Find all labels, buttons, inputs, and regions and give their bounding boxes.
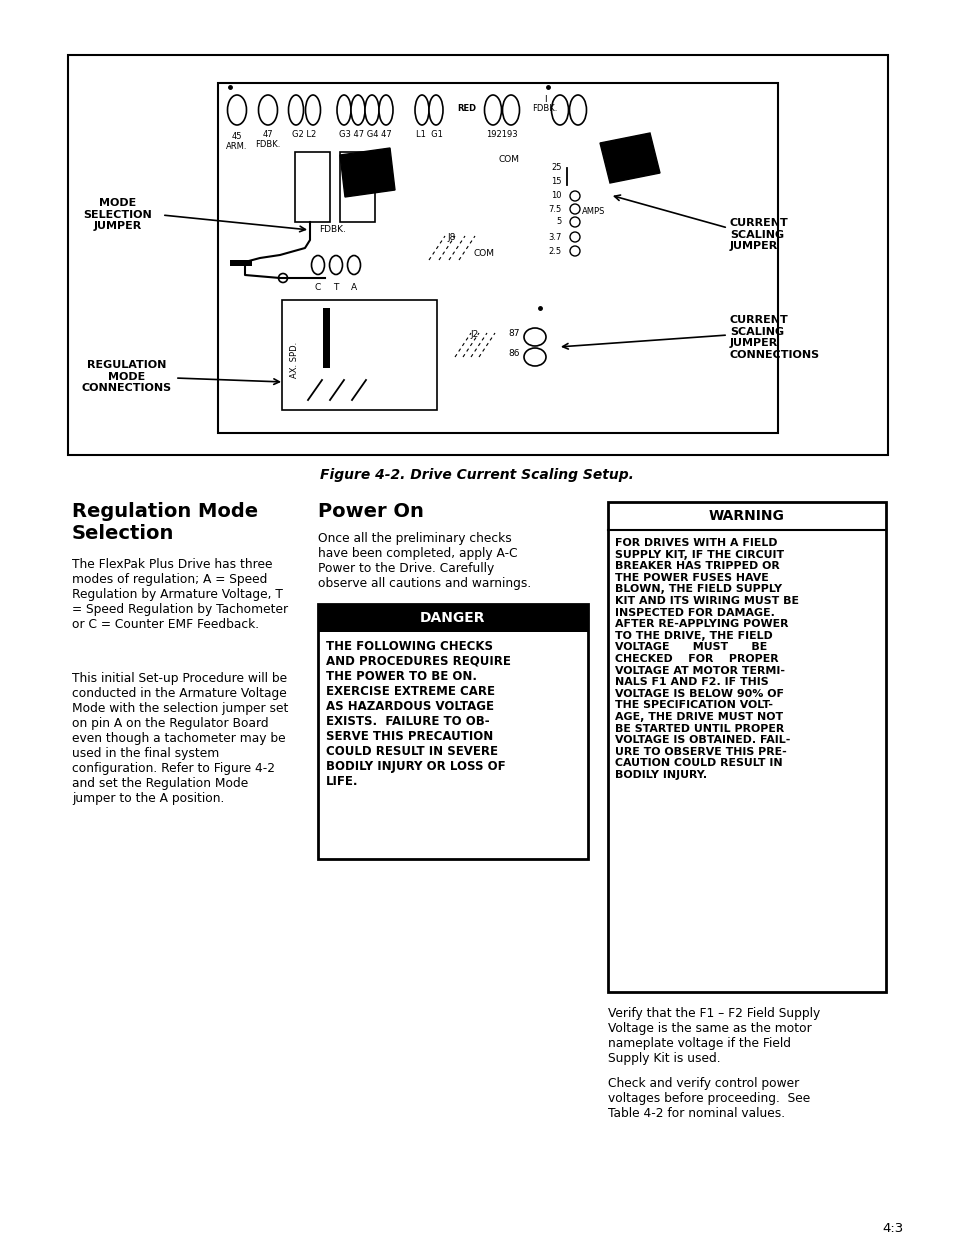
Bar [317,604,587,860]
Text: 15: 15 [551,178,561,186]
Text: J8: J8 [447,233,456,242]
Circle shape [569,246,579,256]
Ellipse shape [347,256,360,274]
Circle shape [569,204,579,214]
Bar [282,300,436,410]
Text: WARNING: WARNING [708,509,784,522]
Ellipse shape [523,348,545,366]
Text: T: T [333,283,338,291]
Text: A: A [351,283,356,291]
Polygon shape [599,133,659,183]
Ellipse shape [336,95,351,125]
Text: J2: J2 [471,330,478,338]
Text: 86: 86 [508,350,519,358]
Text: 192193: 192193 [486,130,517,140]
Text: 25: 25 [551,163,561,173]
Polygon shape [339,148,395,198]
Bar [339,152,375,222]
Text: RED: RED [456,104,476,112]
Bar [294,152,330,222]
Ellipse shape [378,95,393,125]
Text: Regulation Mode
Selection: Regulation Mode Selection [71,501,258,543]
Text: FDBK.: FDBK. [319,225,346,233]
Text: CURRENT
SCALING
JUMPER: CURRENT SCALING JUMPER [729,219,788,251]
Text: COM: COM [474,248,495,258]
Bar [317,604,587,632]
Text: Power On: Power On [317,501,423,521]
Text: COM: COM [498,156,519,164]
Circle shape [569,232,579,242]
Text: G3 47 G4 47: G3 47 G4 47 [338,130,391,140]
Ellipse shape [312,256,324,274]
Ellipse shape [484,95,501,125]
Bar [218,83,778,433]
Ellipse shape [415,95,429,125]
Ellipse shape [258,95,277,125]
Text: REGULATION
MODE
CONNECTIONS: REGULATION MODE CONNECTIONS [82,359,172,393]
Text: Check and verify control power
voltages before proceeding.  See
Table 4-2 for no: Check and verify control power voltages … [607,1077,809,1120]
Text: Verify that the F1 – F2 Field Supply
Voltage is the same as the motor
nameplate : Verify that the F1 – F2 Field Supply Vol… [607,1007,820,1065]
Text: 3.7: 3.7 [548,232,561,242]
Ellipse shape [227,95,246,125]
Ellipse shape [365,95,378,125]
Text: DANGER: DANGER [420,611,485,625]
Text: Once all the preliminary checks
have been completed, apply A-C
Power to the Driv: Once all the preliminary checks have bee… [317,532,531,590]
Circle shape [569,217,579,227]
Text: 4:3: 4:3 [882,1221,902,1235]
Circle shape [278,273,287,283]
Text: C: C [314,283,321,291]
Text: 7.5: 7.5 [548,205,561,214]
Text: The FlexPak Plus Drive has three
modes of regulation; A = Speed
Regulation by Ar: The FlexPak Plus Drive has three modes o… [71,558,288,631]
Text: 2.5: 2.5 [548,247,561,256]
Ellipse shape [429,95,442,125]
Text: MODE
SELECTION
JUMPER: MODE SELECTION JUMPER [84,198,152,231]
Text: FDBK.: FDBK. [255,140,280,149]
Circle shape [569,191,579,201]
Bar [68,56,887,454]
Bar [607,501,885,992]
Text: AMPS: AMPS [581,207,605,216]
Text: 47: 47 [262,130,273,140]
Text: 10: 10 [551,191,561,200]
Ellipse shape [351,95,365,125]
Text: Figure 4-2. Drive Current Scaling Setup.: Figure 4-2. Drive Current Scaling Setup. [319,468,634,482]
Bar [230,261,252,266]
Text: AX. SPD.: AX. SPD. [290,342,298,378]
Text: THE FOLLOWING CHECKS
AND PROCEDURES REQUIRE
THE POWER TO BE ON.
EXERCISE EXTREME: THE FOLLOWING CHECKS AND PROCEDURES REQU… [326,640,511,788]
Text: This initial Set-up Procedure will be
conducted in the Armature Voltage
Mode wit: This initial Set-up Procedure will be co… [71,672,288,805]
Text: CURRENT
SCALING
JUMPER
CONNECTIONS: CURRENT SCALING JUMPER CONNECTIONS [729,315,820,359]
Text: FOR DRIVES WITH A FIELD
SUPPLY KIT, IF THE CIRCUIT
BREAKER HAS TRIPPED OR
THE PO: FOR DRIVES WITH A FIELD SUPPLY KIT, IF T… [615,538,799,781]
Ellipse shape [569,95,586,125]
Text: 87: 87 [508,330,519,338]
Text: 45
ARM.: 45 ARM. [226,132,248,152]
Text: 5: 5 [557,217,561,226]
Ellipse shape [502,95,519,125]
Ellipse shape [305,95,320,125]
Ellipse shape [329,256,342,274]
Text: G2 L2: G2 L2 [292,130,315,140]
Text: FDBK.: FDBK. [532,104,558,112]
Text: L1  G1: L1 G1 [416,130,442,140]
Ellipse shape [288,95,303,125]
Bar [323,308,330,368]
Ellipse shape [551,95,568,125]
Text: I: I [543,95,546,104]
Ellipse shape [523,329,545,346]
